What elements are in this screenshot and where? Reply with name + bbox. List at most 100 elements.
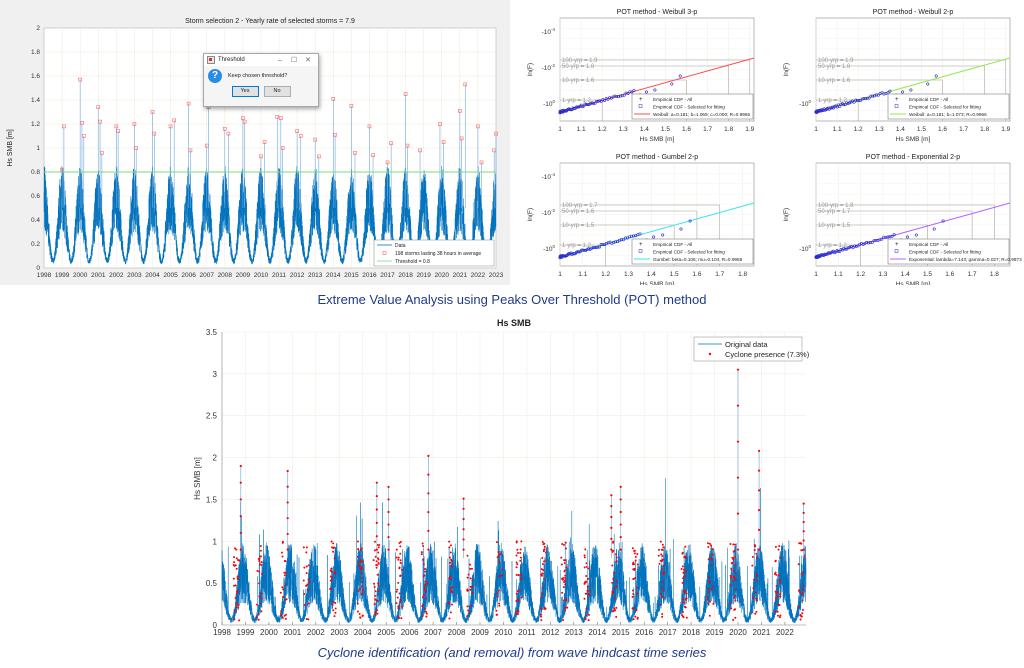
cyclone-point [448, 546, 451, 549]
close-button[interactable]: ✕ [305, 57, 311, 64]
cyclone-point [255, 616, 258, 619]
cyclone-point [685, 570, 688, 573]
x-tick-label: 1.4 [896, 126, 905, 133]
cyclone-point [515, 600, 518, 603]
cyclone-point [681, 565, 684, 568]
cyclone-point [685, 592, 688, 595]
x-tick-label: 1.4 [901, 271, 910, 278]
empirical-point [583, 102, 587, 106]
y-tick-exponent: 0 [808, 244, 811, 249]
storm-peak-marker [172, 118, 176, 123]
cyclone-point [711, 548, 714, 551]
y-tick-label: -10-4 [542, 27, 556, 36]
cyclone-point [614, 553, 617, 556]
legend-marker-plus: + [639, 97, 643, 103]
cyclone-point [515, 573, 518, 576]
empirical-point [852, 100, 856, 104]
x-tick-label: 2003 [330, 628, 348, 637]
legend-label: Threshold = 0.8 [395, 259, 430, 265]
cyclone-point [234, 610, 237, 613]
storm-peak-marker [78, 77, 82, 82]
cyclone-point [776, 590, 779, 593]
empirical-point [615, 94, 619, 98]
x-tick-label: 2012 [290, 272, 305, 279]
cyclone-point [517, 552, 520, 555]
cyclone-point [754, 591, 757, 594]
empirical-point [661, 233, 665, 237]
cyclone-point [399, 599, 402, 602]
cyclone-point [708, 580, 711, 583]
cyclone-point [307, 578, 310, 581]
cyclone-point [636, 616, 639, 619]
cyclone-point [282, 588, 285, 591]
yes-button[interactable]: Yes [231, 86, 259, 97]
cyclone-point [470, 605, 473, 608]
cyclone-point [387, 485, 390, 488]
x-tick-label: 1.3 [878, 271, 887, 278]
cyclone-point [562, 619, 565, 622]
cyclone-point [361, 581, 364, 584]
cyclone-point [542, 550, 545, 553]
cyclone-point [736, 368, 740, 371]
cyclone-point [303, 566, 306, 569]
legend-marker-square [638, 104, 643, 108]
matlab-figure-icon [207, 56, 215, 64]
cyclone-point [662, 546, 665, 549]
empirical-point [572, 252, 576, 256]
x-tick-label: 2017 [380, 272, 395, 279]
cyclone-point [708, 614, 711, 617]
storm-peak-marker [459, 136, 464, 141]
cyclone-point [399, 552, 402, 555]
maximize-button[interactable]: ☐ [290, 57, 298, 64]
cyclone-point [520, 596, 523, 599]
cyclone-point [775, 584, 778, 587]
cyclone-point [660, 553, 663, 556]
cyclone-point [239, 531, 242, 535]
cyclone-point [234, 547, 237, 550]
legend-label: Original data [725, 340, 768, 349]
cyclone-point [539, 615, 542, 618]
cyclone-point [376, 573, 379, 576]
cyclone-point [401, 605, 404, 608]
cyclone-point [514, 612, 517, 615]
cyclone-point [562, 599, 565, 602]
cyclone-point [619, 548, 622, 551]
cyclone-point [259, 563, 262, 566]
no-button[interactable]: No [263, 86, 291, 97]
cyclone-point [307, 564, 310, 567]
cyclone-point [681, 601, 684, 604]
cyclone-point [359, 568, 362, 571]
cyclone-point [634, 555, 637, 558]
cyclone-point [469, 563, 472, 566]
empirical-point [941, 219, 945, 223]
cyclone-point [736, 512, 740, 515]
empirical-point [932, 227, 936, 231]
cyclone-point [286, 501, 289, 504]
cyclone-point [681, 552, 684, 555]
cyclone-point [462, 517, 465, 521]
cyclone-point [682, 571, 685, 574]
storm-peak-marker [313, 137, 318, 142]
cyclone-point [631, 589, 634, 592]
cyclone-point [501, 568, 504, 571]
cyclone-point [377, 546, 380, 549]
x-tick-label: 2016 [362, 272, 377, 279]
empirical-point [838, 249, 842, 253]
cyclone-point [752, 587, 755, 590]
cyclone-point [466, 615, 469, 618]
x-tick-label: 2007 [199, 272, 214, 279]
y-tick-label: -10-2 [542, 208, 556, 217]
cyclone-point [563, 579, 566, 582]
cyclone-point [661, 549, 664, 552]
cyclone-point [610, 548, 613, 551]
storm-peak-marker [116, 129, 120, 133]
empirical-point [878, 238, 882, 242]
cyclone-point [777, 548, 780, 551]
minimize-button[interactable]: – [278, 56, 282, 64]
cyclone-point [585, 592, 588, 595]
cyclone-point [307, 602, 310, 605]
cyclone-point [359, 549, 362, 552]
cyclone-point [333, 557, 336, 560]
cyclone-point [661, 543, 664, 546]
cyclone-point [239, 548, 242, 551]
